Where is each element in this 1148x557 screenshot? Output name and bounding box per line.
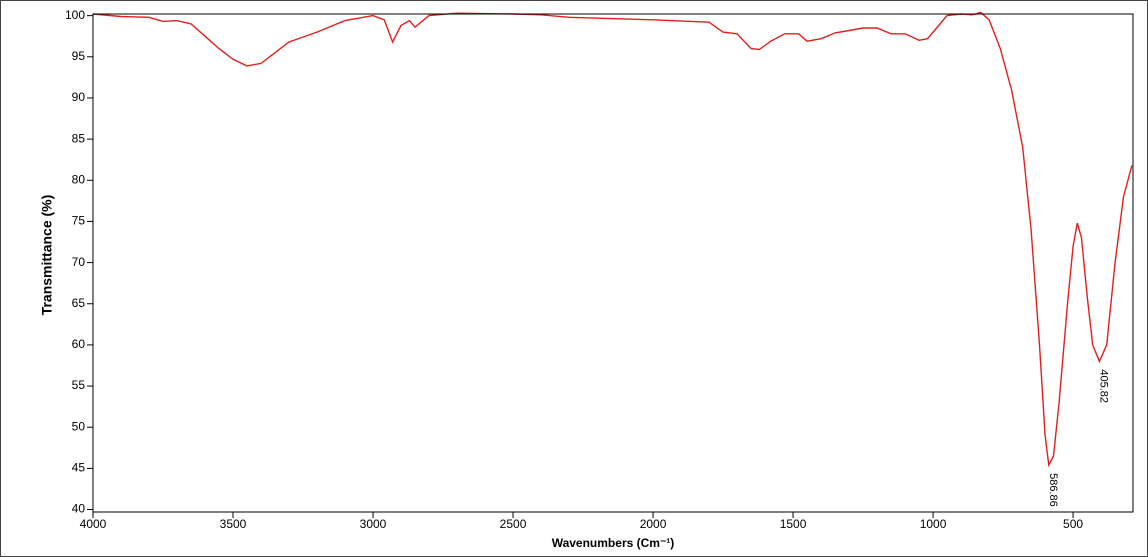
x-tick-label: 3000 <box>360 517 387 531</box>
y-tick-label: 75 <box>72 214 86 228</box>
y-tick-label: 85 <box>72 131 86 145</box>
y-tick-label: 80 <box>72 172 86 186</box>
peak-label: 586.86 <box>1047 473 1059 507</box>
y-tick-label: 95 <box>72 49 86 63</box>
x-tick-label: 2000 <box>640 517 667 531</box>
spectrum-line <box>92 11 1133 468</box>
x-tick-label: 1000 <box>920 517 947 531</box>
x-tick-label: 1500 <box>780 517 807 531</box>
y-tick-label: 55 <box>72 378 86 392</box>
y-tick-label: 40 <box>72 502 86 516</box>
y-tick-label: 100 <box>65 8 85 22</box>
y-tick-label: 60 <box>72 337 86 351</box>
y-tick-label: 50 <box>72 419 86 433</box>
x-tick-label: 4000 <box>80 517 107 531</box>
y-tick-label: 70 <box>72 255 86 269</box>
y-tick-label: 90 <box>72 90 86 104</box>
y-tick-label: 65 <box>72 296 86 310</box>
x-tick-label: 500 <box>1063 517 1083 531</box>
peak-label: 405.82 <box>1098 369 1110 403</box>
x-tick-label: 2500 <box>500 517 527 531</box>
x-axis-label: Wavenumbers (Cm⁻¹) <box>552 536 675 550</box>
x-tick-label: 3500 <box>220 517 247 531</box>
plot-frame <box>92 13 1134 513</box>
y-axis-label: Transmittance (%) <box>39 195 55 316</box>
y-tick-label: 45 <box>72 461 86 475</box>
